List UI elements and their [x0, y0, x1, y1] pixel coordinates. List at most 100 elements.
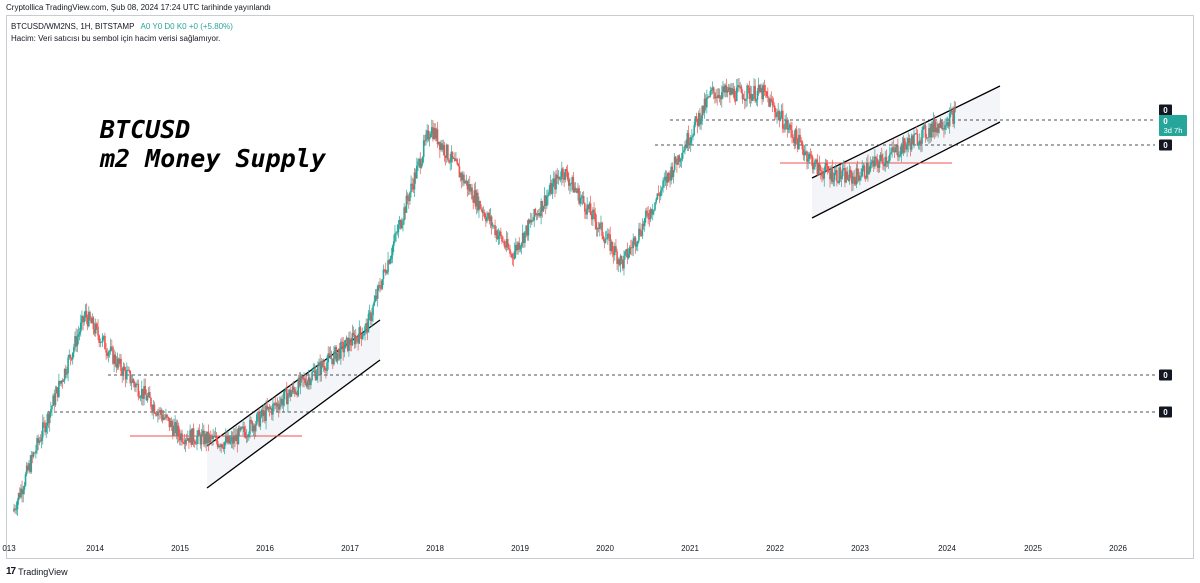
candle-body	[466, 180, 469, 190]
candle-body	[150, 397, 152, 407]
candle-body	[113, 354, 115, 364]
candle-body	[862, 165, 865, 169]
candle-body	[422, 140, 425, 158]
candle-body	[329, 354, 332, 359]
candle-body	[796, 139, 799, 150]
candle-body	[746, 85, 748, 99]
candle-body	[125, 370, 128, 380]
candle-body	[656, 193, 659, 200]
candle-body	[673, 156, 676, 171]
candle-body	[647, 213, 649, 219]
candle-body	[453, 158, 456, 161]
candle-body	[94, 323, 97, 334]
candle-body	[808, 153, 811, 160]
candle-body	[291, 386, 294, 393]
candle-body	[817, 163, 820, 175]
candle-body	[833, 173, 836, 181]
candle-body	[199, 435, 202, 445]
candle-body	[908, 138, 911, 143]
candle-body	[514, 244, 517, 251]
candle-body	[846, 171, 849, 179]
candle-body	[119, 358, 121, 364]
candle-body	[535, 213, 538, 215]
candle-body	[304, 378, 306, 384]
candle-body	[123, 366, 126, 371]
candle-body	[809, 153, 812, 156]
candle-body	[85, 310, 88, 318]
candle-body	[913, 134, 915, 145]
candle-body	[802, 149, 805, 156]
channel-fill-2015	[207, 320, 380, 488]
candle-body	[557, 176, 560, 179]
chart-pane[interactable]	[6, 15, 1194, 559]
candle-body	[312, 371, 315, 373]
candle-body	[691, 137, 693, 138]
candle-body	[273, 403, 275, 405]
candle-body	[676, 162, 678, 165]
drawings-layer	[48, 85, 1155, 489]
candle-body	[410, 183, 412, 193]
candle-body	[92, 317, 95, 330]
candle-body	[285, 388, 288, 405]
footer-brand: 17 TradingView	[6, 566, 68, 577]
candle-body	[436, 129, 439, 145]
candle-body	[182, 442, 184, 443]
candle-body	[683, 150, 685, 153]
candle-body	[91, 317, 94, 324]
candle-body	[243, 426, 245, 432]
candle-body	[135, 384, 137, 388]
candle-body	[61, 380, 64, 382]
candle-body	[157, 411, 159, 416]
series-legend: BTCUSD/WM2NS, 1H, BITSTAMP A0 Y0 D0 K0 +…	[11, 22, 233, 31]
candle-body	[254, 424, 257, 432]
candle-body	[330, 358, 333, 360]
candle-body	[773, 105, 776, 113]
candle-body	[510, 253, 512, 255]
candle-body	[529, 219, 532, 223]
candle-body	[463, 174, 465, 184]
candle-body	[628, 247, 631, 254]
candle-body	[174, 422, 176, 426]
candle-body	[364, 326, 366, 334]
candle-body	[650, 209, 653, 215]
candle-body	[660, 190, 662, 197]
candle-body	[366, 322, 369, 333]
candle-body	[334, 347, 336, 352]
candle-body	[63, 368, 66, 381]
candle-body	[216, 441, 219, 448]
candle-body	[611, 241, 614, 252]
candle-body	[186, 437, 189, 441]
candle-body	[184, 439, 187, 444]
candle-body	[116, 358, 119, 368]
candle-body	[496, 230, 499, 239]
candle-body	[697, 112, 700, 126]
candle-body	[298, 378, 301, 386]
candle-body	[924, 125, 927, 138]
candle-body	[51, 405, 53, 410]
candle-body	[218, 445, 220, 448]
time-axis: 013 2014 2015 2016 2017 2018 2019 2020 2021 2022 2…	[2, 544, 1127, 553]
candle-body	[863, 165, 866, 178]
candle-body	[508, 247, 510, 250]
candle-body	[78, 331, 81, 335]
candle-body	[189, 430, 191, 443]
candle-body	[457, 163, 460, 167]
candle-body	[828, 171, 830, 173]
candle-body	[399, 220, 402, 229]
candle-body	[947, 122, 950, 127]
candle-body	[81, 315, 83, 323]
candle-body	[60, 380, 62, 384]
candle-body	[200, 433, 203, 445]
candle-body	[848, 169, 851, 181]
candle-body	[90, 318, 92, 324]
candle-body	[738, 85, 740, 88]
candle-body	[117, 358, 120, 364]
candle-body	[477, 192, 479, 211]
candle-body	[101, 336, 104, 343]
candle-body	[120, 358, 122, 371]
candle-body	[760, 87, 762, 93]
candle-body	[755, 99, 758, 102]
candle-body	[161, 414, 164, 420]
candle-body	[607, 233, 609, 239]
